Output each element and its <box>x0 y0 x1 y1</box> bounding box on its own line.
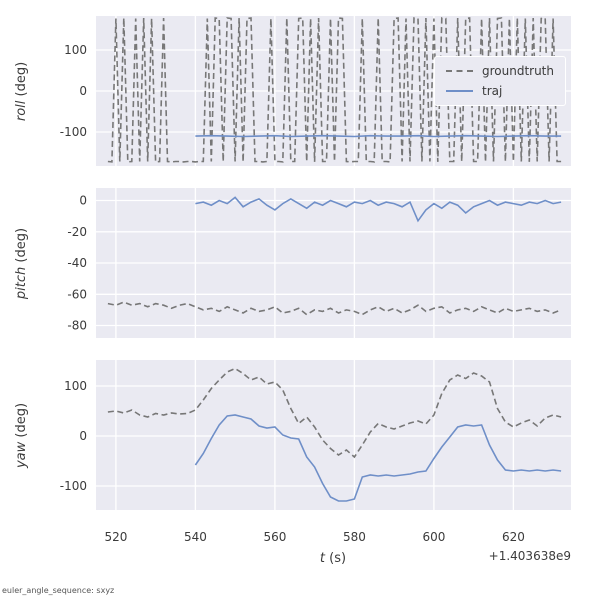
y-tick-label: 0 <box>79 84 87 98</box>
x-tick-label: 540 <box>183 530 207 544</box>
y-tick-label: -40 <box>67 256 87 270</box>
x-axis-label-row: t (s) +1.403638e9 <box>36 548 576 572</box>
yaw-axis-label-unit: (deg) <box>14 402 30 442</box>
subplot-yaw: yaw (deg) -100 0 100 <box>8 356 600 514</box>
x-offset-text: +1.403638e9 <box>488 549 571 563</box>
legend-label-traj: traj <box>481 84 503 98</box>
x-axis-ticks: 520 540 560 580 600 620 <box>36 528 576 548</box>
yaw-plot: -100 0 100 <box>60 360 571 510</box>
x-axis-label-var: t <box>319 551 326 566</box>
y-tick-label: 0 <box>79 194 87 208</box>
figure: roll (deg) -100 0 100 groundtruth traj pit… <box>8 12 600 572</box>
pitch-axis-label-unit: (deg) <box>14 227 30 267</box>
y-tick-label: 100 <box>64 379 87 393</box>
traj-line-sample-icon <box>445 90 473 92</box>
roll-axis-label: roll (deg) <box>8 12 36 170</box>
y-tick-label: -100 <box>60 479 87 493</box>
subplot-pitch: pitch (deg) 0 -20 -40 -60 -80 <box>8 184 600 342</box>
y-tick-label: -60 <box>67 288 87 302</box>
traj-line <box>195 134 562 138</box>
yaw-axis-label-var: yaw <box>14 441 30 468</box>
traj-line <box>194 414 562 502</box>
x-axis-label-unit: (s) <box>325 551 347 566</box>
roll-axis-label-unit: (deg) <box>14 61 30 101</box>
groundtruth-line <box>107 367 562 459</box>
legend-item-groundtruth: groundtruth <box>445 64 554 78</box>
pitch-axis-label: pitch (deg) <box>8 184 36 342</box>
x-tick-label: 620 <box>501 530 525 544</box>
y-tick-label: -20 <box>67 225 87 239</box>
legend-label-groundtruth: groundtruth <box>481 64 554 78</box>
legend: groundtruth traj <box>433 56 566 106</box>
traj-line <box>195 196 562 223</box>
roll-axis-label-var: roll <box>14 100 30 121</box>
groundtruth-line <box>107 301 562 316</box>
pitch-axis-label-var: pitch <box>14 266 30 299</box>
y-tick-label: -80 <box>67 319 87 333</box>
euler-sequence-note: euler_angle_sequence: sxyz <box>2 586 115 595</box>
x-tick-label: 600 <box>422 530 446 544</box>
groundtruth-line-sample-icon <box>445 70 473 72</box>
y-tick-label: 0 <box>79 429 87 443</box>
x-tick-label: 580 <box>342 530 366 544</box>
x-tick-label: 560 <box>263 530 287 544</box>
legend-item-traj: traj <box>445 84 554 98</box>
pitch-plot: 0 -20 -40 -60 -80 <box>67 188 571 338</box>
x-axis-label: t (s) <box>320 551 346 566</box>
axes-background <box>96 360 571 510</box>
subplot-roll: roll (deg) -100 0 100 groundtruth traj <box>8 12 600 170</box>
y-tick-label: 100 <box>64 43 87 57</box>
x-tick-label: 520 <box>104 530 128 544</box>
yaw-axis-label: yaw (deg) <box>8 356 36 514</box>
groundtruth-line <box>107 17 562 163</box>
y-tick-label: -100 <box>60 125 87 139</box>
